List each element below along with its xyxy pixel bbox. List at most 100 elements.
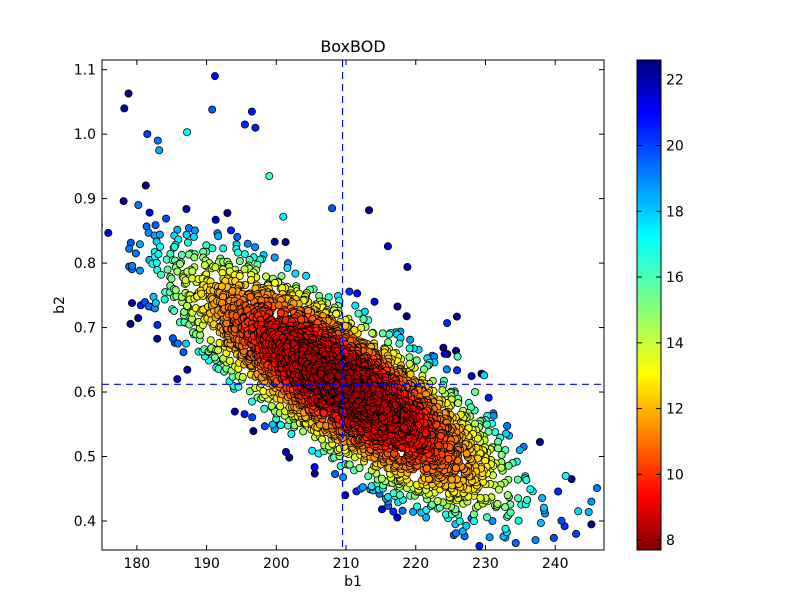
x-tick-label: 240 [542,556,569,572]
scatter-point [491,428,500,437]
scatter-point [368,329,377,338]
scatter-point [248,397,257,406]
plot-area: 180 190 200 210 220 230 240 0.4 0.5 0.6 0.7 0.8 0.9… [74,59,605,603]
scatter-point [291,269,300,278]
scatter-point [352,390,361,399]
scatter-point [225,356,234,365]
scatter-point [247,275,256,284]
scatter-point [240,410,249,419]
scatter-point [177,250,186,259]
scatter-point [405,359,414,368]
x-tick-label: 210 [333,556,360,572]
scatter-point [364,472,373,481]
scatter-point [538,494,547,503]
scatter-point [260,404,269,413]
scatter-point [211,215,220,224]
scatter-point [393,513,402,522]
scatter-point [281,447,290,456]
scatter-point [328,204,337,213]
scatter-point [480,371,489,380]
scatter-point [355,463,364,472]
scatter-point [200,261,209,270]
scatter-point [402,312,411,321]
scatter-point [188,267,197,276]
scatter-point [484,393,493,402]
scatter-point [234,382,243,391]
scatter-point [230,407,239,416]
scatter-point [134,314,143,323]
scatter-point [151,298,160,307]
scatter-point [261,272,270,281]
scatter-point [521,596,528,603]
scatter-point [267,401,276,410]
scatter-point [506,508,515,517]
chart-title: BoxBOD [320,37,385,56]
scatter-point [358,483,367,492]
colorbar-gradient [636,59,662,551]
scatter-point [183,128,192,137]
scatter-point [574,507,583,516]
scatter-point [119,197,128,206]
scatter-point [485,533,494,542]
scatter-point [228,286,237,295]
scatter-point [475,542,484,550]
colorbar-tick-label: 18 [666,204,684,220]
scatter-point [247,107,256,116]
scatter-point [219,244,228,253]
scatter-point [243,239,252,248]
scatter-point [297,315,306,324]
scatter-point [163,265,172,274]
scatter-point [573,553,580,560]
y-tick-label: 0.4 [74,514,96,530]
scatter-point [181,276,190,285]
scatter-point [378,329,387,338]
scatter-point [173,375,182,384]
scatter-point [170,306,179,315]
y-tick-label: 0.8 [74,256,96,272]
scatter-point [467,372,476,381]
scatter-point [514,494,523,503]
scatter-point [399,423,408,432]
scatter-point [214,232,223,241]
scatter-point [214,346,223,355]
scatter-point [156,242,165,251]
scatter-point [523,495,532,504]
scatter-point [182,230,191,239]
scatter-point [181,339,190,348]
scatter-point [462,449,471,458]
scatter-point [364,206,373,215]
scatter-point [403,262,412,271]
scatter-point [462,521,471,530]
scatter-point [447,475,456,484]
scatter-point [134,201,143,210]
scatter-point [531,536,540,545]
y-tick-label: 0.6 [74,385,96,401]
scatter-point [494,444,503,453]
scatter-point [152,258,161,267]
scatter-point [179,348,188,357]
colorbar: 8 10 12 14 16 18 20 22 [636,59,684,551]
scatter-point [270,278,279,287]
scatter-point [406,370,415,379]
scatter-point [501,503,510,512]
scatter-point [153,136,162,145]
scatter-point [497,463,506,472]
scatter-point [535,437,544,446]
scatter-point [395,490,404,499]
scatter-point [469,517,478,526]
scatter-point [155,230,164,239]
scatter-point [235,256,244,265]
scatter-point [557,516,566,525]
scatter-point [389,507,398,516]
scatter-point [482,420,491,429]
y-tick-label: 0.5 [74,450,96,466]
colorbar-tick-label: 22 [666,73,684,89]
scatter-point [233,232,242,241]
scatter-point [287,429,296,438]
scatter-point [436,431,445,440]
scatter-point [226,226,235,235]
scatter-point [223,208,232,217]
scatter-point [451,464,460,473]
scatter-point [484,427,493,436]
